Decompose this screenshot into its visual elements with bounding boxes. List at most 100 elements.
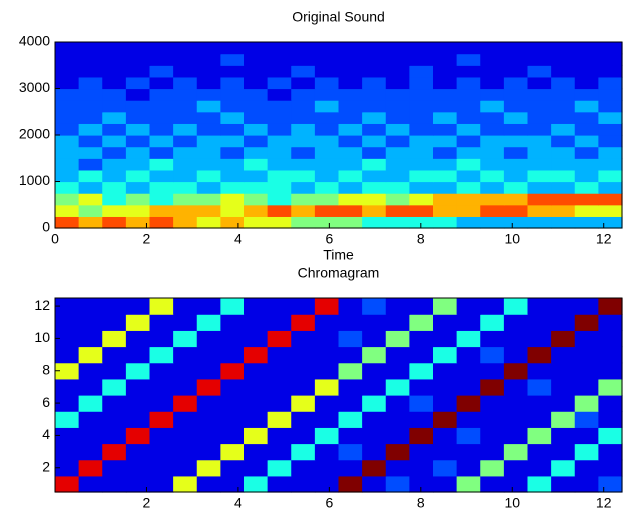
- heat-cell: [267, 111, 292, 124]
- heat-cell: [574, 88, 599, 101]
- heat-cell: [102, 411, 127, 428]
- heat-cell: [433, 146, 458, 159]
- heat-cell: [149, 146, 174, 159]
- heat-cell: [527, 427, 552, 445]
- heat-cell: [503, 169, 529, 183]
- heat-cell: [338, 378, 363, 396]
- heat-cell: [480, 378, 505, 396]
- heat-cell: [78, 111, 103, 124]
- heat-cell: [102, 65, 127, 78]
- heat-cell: [291, 459, 316, 477]
- heat-cell: [173, 146, 198, 159]
- heat-cell: [196, 395, 221, 412]
- heat-cell: [267, 181, 292, 194]
- heat-cell: [220, 411, 245, 428]
- heat-cell: [456, 123, 481, 136]
- heat-cell: [456, 475, 481, 493]
- heat-cell: [551, 88, 576, 101]
- heat-cell: [456, 459, 481, 477]
- heat-cell: [598, 459, 623, 477]
- heat-cell: [244, 146, 269, 159]
- heat-cell: [480, 427, 505, 445]
- heat-cell: [503, 298, 529, 315]
- heat-cell: [267, 76, 292, 90]
- heat-cell: [149, 42, 174, 55]
- heat-cell: [433, 158, 458, 171]
- heat-cell: [125, 53, 151, 66]
- heat-cell: [149, 181, 174, 194]
- heat-cell: [456, 135, 481, 148]
- heat-cell: [55, 53, 80, 66]
- heat-cell: [196, 216, 221, 229]
- heat-cell: [456, 216, 481, 229]
- heat-cell: [291, 443, 316, 461]
- x-tick-label: 6: [325, 495, 333, 508]
- heat-cell: [598, 362, 623, 380]
- heat-cell: [125, 362, 151, 380]
- heat-cell: [456, 42, 481, 55]
- heat-cell: [527, 395, 552, 412]
- heat-cell: [125, 216, 151, 229]
- heat-cell: [551, 53, 576, 66]
- heat-cell: [456, 346, 481, 364]
- heat-cell: [362, 181, 387, 194]
- heat-cell: [551, 135, 576, 148]
- heat-cell: [244, 193, 269, 206]
- heat-cell: [338, 100, 363, 113]
- heat-cell: [149, 475, 174, 493]
- heat-cell: [338, 76, 363, 90]
- heat-cell: [220, 193, 245, 206]
- heat-cell: [503, 88, 529, 101]
- heat-cell: [102, 330, 127, 348]
- heat-cell: [362, 146, 387, 159]
- heat-cell: [456, 443, 481, 461]
- heat-cell: [338, 123, 363, 136]
- heat-cell: [55, 65, 80, 78]
- heat-cell: [220, 123, 245, 136]
- heat-cell: [220, 475, 245, 493]
- heat-cell: [78, 181, 103, 194]
- heat-cell: [55, 475, 80, 493]
- heat-cell: [55, 123, 80, 136]
- heat-cell: [456, 395, 481, 412]
- heat-cell: [433, 123, 458, 136]
- heat-cell: [244, 42, 269, 55]
- heat-cell: [78, 411, 103, 428]
- heat-cell: [125, 169, 151, 183]
- heat-cell: [574, 346, 599, 364]
- heat-cell: [78, 146, 103, 159]
- heat-cell: [409, 459, 434, 477]
- heat-cell: [55, 181, 80, 194]
- heat-cell: [338, 395, 363, 412]
- heat-cell: [338, 146, 363, 159]
- heat-cell: [196, 111, 221, 124]
- heat-cell: [338, 443, 363, 461]
- heat-cell: [551, 411, 576, 428]
- heat-cell: [480, 169, 505, 183]
- heat-cell: [173, 42, 198, 55]
- heat-cell: [574, 123, 599, 136]
- heat-cell: [220, 53, 245, 66]
- heat-cell: [574, 169, 599, 183]
- heat-cell: [78, 314, 103, 331]
- heat-cell: [551, 346, 576, 364]
- y-tick-label: 8: [42, 361, 50, 377]
- heat-cell: [244, 88, 269, 101]
- heat-cell: [149, 111, 174, 124]
- x-tick-label: 0: [51, 231, 59, 247]
- heat-cell: [433, 427, 458, 445]
- heat-cell: [55, 42, 80, 55]
- heat-cell: [173, 378, 198, 396]
- heat-cell: [598, 193, 623, 206]
- heat-cell: [55, 146, 80, 159]
- heat-cell: [480, 146, 505, 159]
- heat-cell: [503, 193, 529, 206]
- heat-cell: [196, 76, 221, 90]
- heat-cell: [102, 146, 127, 159]
- heat-cell: [55, 330, 80, 348]
- heat-cell: [173, 314, 198, 331]
- heat-cell: [291, 181, 316, 194]
- y-tick-label: 12: [34, 297, 50, 313]
- heat-cell: [409, 443, 434, 461]
- heat-cell: [480, 346, 505, 364]
